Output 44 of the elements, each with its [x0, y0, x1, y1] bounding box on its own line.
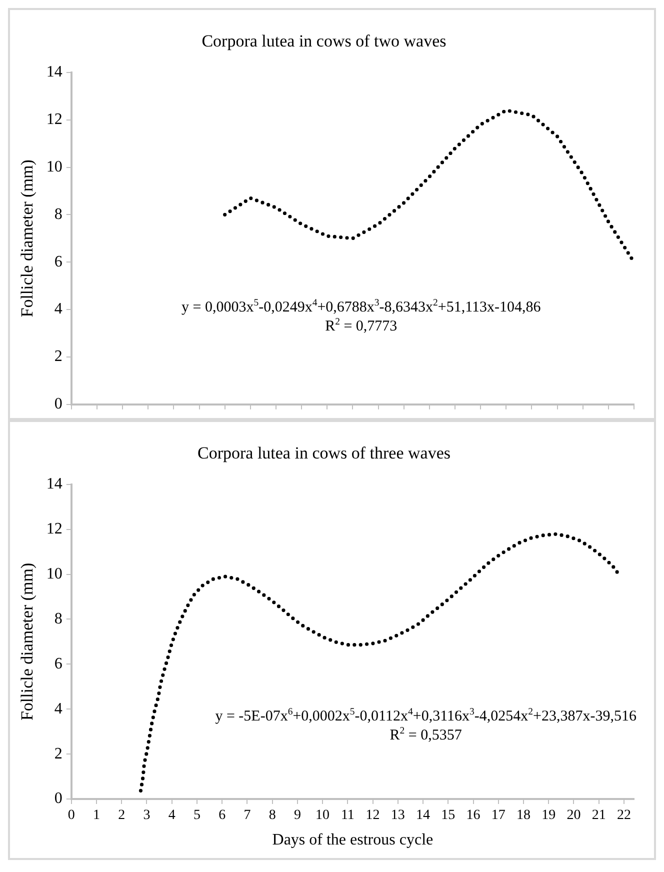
y-tick-label: 6: [54, 655, 62, 672]
y-tick-label: 14: [46, 476, 62, 493]
y-tick-label: 12: [46, 111, 62, 128]
y-tick-label: 2: [54, 745, 62, 762]
chart-title: Corpora lutea in cows of three waves: [197, 444, 451, 463]
y-tick-label: 2: [54, 348, 62, 366]
y-tick-label: 10: [46, 565, 62, 582]
x-tick-label: 0: [68, 808, 75, 824]
x-tick-label: 7: [244, 808, 251, 824]
y-axis-title: Follicle diameter (mm): [18, 562, 37, 721]
x-tick-label: 4: [168, 808, 176, 824]
y-tick-label: 8: [54, 206, 62, 223]
x-tick-label: 20: [566, 808, 581, 824]
x-tick-label: 6: [218, 808, 226, 824]
x-tick-label: 22: [616, 808, 631, 824]
x-tick-label: 15: [441, 808, 456, 824]
x-tick-label: 5: [193, 808, 200, 824]
x-axis-title: Days of the estrous cycle: [272, 832, 434, 849]
x-tick-label: 19: [542, 808, 556, 824]
y-tick-label: 4: [54, 700, 62, 718]
y-tick-label: 4: [54, 300, 62, 318]
chart-title: Corpora lutea in cows of two waves: [202, 32, 446, 51]
x-tick-label: 9: [294, 808, 301, 824]
y-tick-label: 0: [54, 396, 62, 413]
y-axis-title: Follicle diameter (mm): [18, 160, 37, 318]
x-tick-label: 17: [491, 808, 506, 824]
x-tick-label: 1: [93, 808, 100, 824]
x-tick-label: 11: [340, 808, 354, 824]
x-tick-label: 14: [416, 808, 430, 824]
x-tick-label: 18: [516, 808, 530, 824]
y-tick-label: 0: [54, 790, 62, 808]
x-tick-label: 2: [118, 808, 126, 824]
x-tick-label: 16: [466, 808, 480, 824]
x-tick-label: 10: [316, 808, 330, 824]
x-tick-label: 21: [592, 808, 606, 824]
y-tick-label: 12: [46, 520, 62, 538]
x-tick-label: 3: [143, 808, 150, 824]
y-tick-label: 8: [54, 610, 62, 628]
x-tick-label: 12: [366, 808, 380, 824]
y-tick-label: 14: [46, 64, 62, 81]
x-tick-label: 13: [390, 808, 405, 824]
y-tick-label: 10: [46, 158, 62, 176]
x-tick-label: 8: [268, 808, 276, 824]
y-tick-label: 6: [54, 253, 62, 270]
